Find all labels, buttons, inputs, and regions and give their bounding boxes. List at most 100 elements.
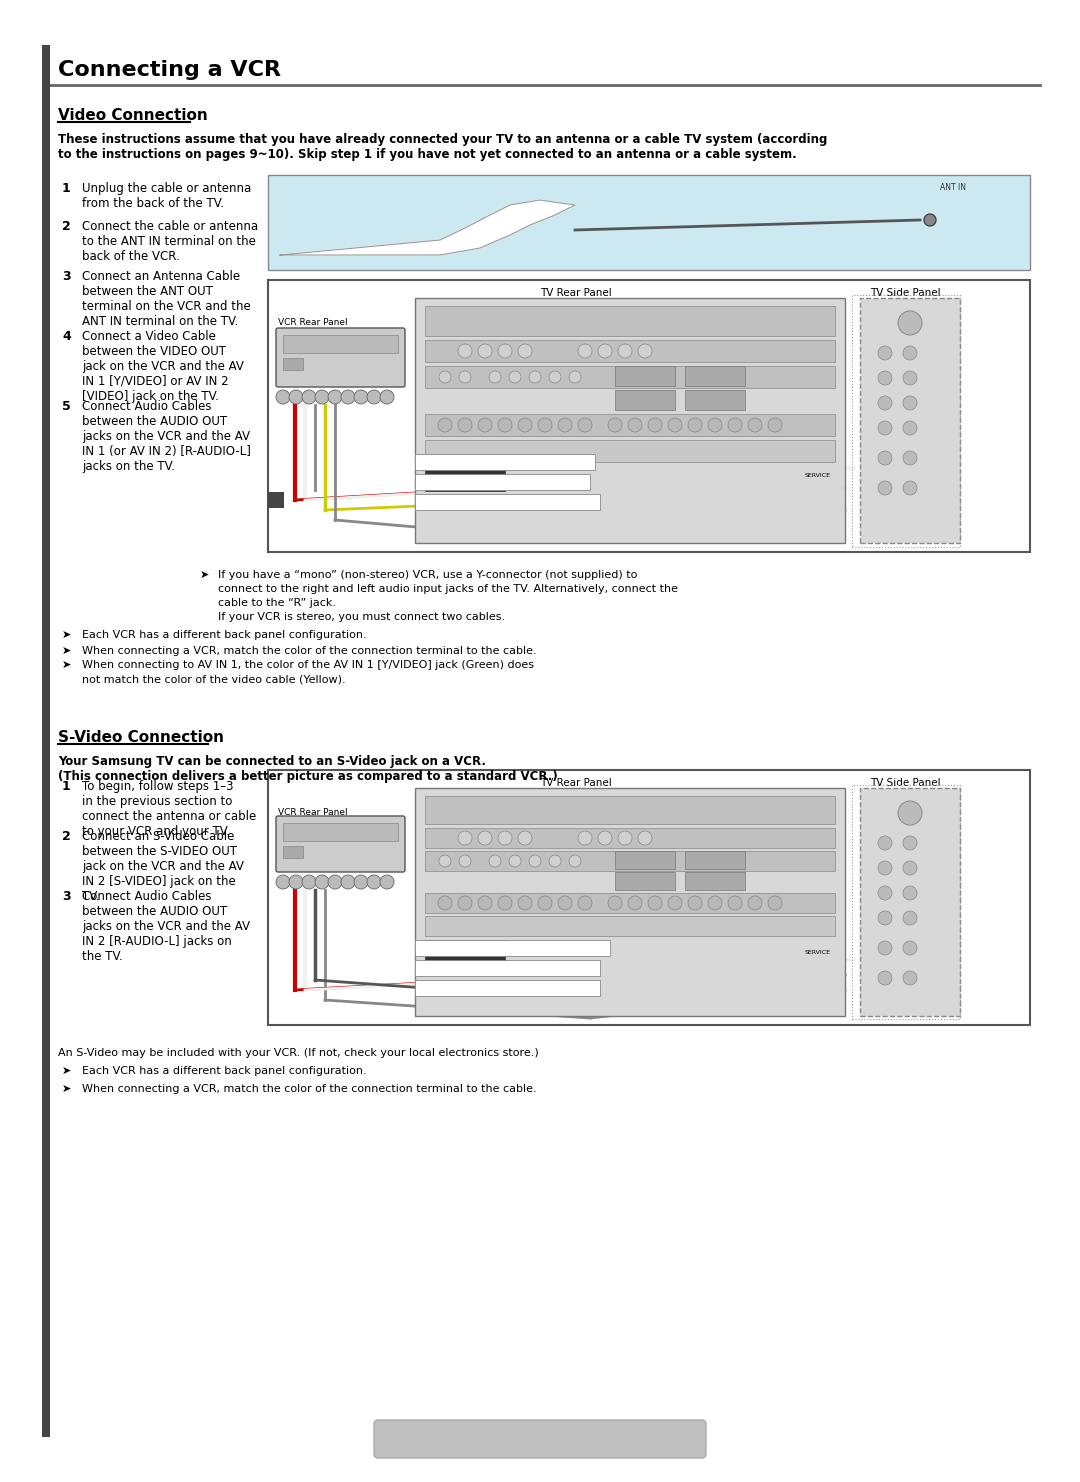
Bar (283, 846, 303, 858)
Circle shape (518, 418, 532, 431)
Circle shape (669, 418, 681, 431)
Circle shape (688, 418, 702, 431)
Circle shape (438, 418, 453, 431)
Circle shape (903, 886, 917, 900)
Bar (426, 828, 835, 848)
Text: Video Connection: Video Connection (58, 108, 207, 123)
Bar (426, 339, 835, 362)
Circle shape (529, 370, 541, 382)
Bar (615, 871, 675, 891)
Circle shape (315, 390, 329, 405)
Circle shape (627, 897, 642, 910)
Circle shape (289, 390, 303, 405)
Circle shape (878, 836, 892, 851)
Text: When connecting to AV IN 1, the color of the AV IN 1 [Y/VIDEO] jack (Green) does: When connecting to AV IN 1, the color of… (82, 659, 534, 670)
FancyBboxPatch shape (374, 1420, 706, 1458)
Text: These instructions assume that you have already connected your TV to an antenna : These instructions assume that you have … (58, 133, 827, 162)
Bar (283, 359, 303, 370)
Circle shape (367, 874, 381, 889)
Circle shape (489, 855, 501, 867)
Circle shape (569, 855, 581, 867)
Circle shape (878, 396, 892, 411)
Bar (268, 771, 1030, 1026)
Bar (426, 440, 835, 462)
Text: Unplug the cable or antenna
from the back of the TV.: Unplug the cable or antenna from the bac… (82, 182, 252, 210)
Text: TV Side Panel: TV Side Panel (870, 778, 941, 788)
Bar (415, 788, 845, 1017)
Bar (283, 335, 399, 353)
Circle shape (341, 874, 355, 889)
Circle shape (878, 345, 892, 360)
Text: TV Rear Panel: TV Rear Panel (540, 778, 611, 788)
Text: ➤: ➤ (200, 571, 210, 579)
Circle shape (529, 855, 541, 867)
Text: 5: 5 (62, 400, 71, 413)
Circle shape (878, 886, 892, 900)
Bar (415, 940, 610, 956)
Bar (426, 894, 835, 913)
Circle shape (618, 344, 632, 359)
Text: ANT IN: ANT IN (940, 182, 966, 193)
Circle shape (538, 897, 552, 910)
Bar (426, 940, 505, 962)
Circle shape (878, 911, 892, 925)
Circle shape (498, 897, 512, 910)
Text: Connect Audio Cables
between the AUDIO OUT
jacks on the VCR and the AV
IN 2 [R-A: Connect Audio Cables between the AUDIO O… (82, 891, 249, 963)
Bar (283, 823, 399, 840)
Text: 4  Video Cable(Not supplied): 4 Video Cable(Not supplied) (420, 476, 541, 485)
Circle shape (728, 897, 742, 910)
Text: 2: 2 (62, 219, 71, 233)
Circle shape (354, 390, 368, 405)
Bar (860, 788, 960, 1017)
Circle shape (748, 418, 762, 431)
Text: Your Samsung TV can be connected to an S-Video jack on a VCR.
(This connection d: Your Samsung TV can be connected to an S… (58, 754, 557, 782)
Text: connect to the right and left audio input jacks of the TV. Alternatively, connec: connect to the right and left audio inpu… (218, 584, 678, 594)
Bar (415, 298, 845, 542)
Text: PC IN: PC IN (621, 308, 639, 314)
Circle shape (478, 897, 492, 910)
Text: TV Rear Panel: TV Rear Panel (540, 288, 611, 298)
Text: 1  Antenna cable(Not supplied): 1 Antenna cable(Not supplied) (420, 941, 551, 950)
Text: An S-Video may be included with your VCR. (If not, check your local electronics : An S-Video may be included with your VCR… (58, 1048, 539, 1058)
Circle shape (518, 344, 532, 359)
Bar (415, 960, 600, 977)
Circle shape (438, 855, 451, 867)
Circle shape (518, 831, 532, 845)
Circle shape (328, 390, 342, 405)
Circle shape (897, 800, 922, 825)
Text: COMPONENT IN: COMPONENT IN (585, 928, 635, 934)
Text: AV: AV (429, 468, 437, 473)
Text: VCR Rear Panel: VCR Rear Panel (278, 808, 348, 817)
Circle shape (708, 897, 723, 910)
Circle shape (438, 897, 453, 910)
Text: TV Side Panel: TV Side Panel (870, 288, 941, 298)
Circle shape (367, 390, 381, 405)
Bar (268, 280, 1030, 551)
Circle shape (878, 971, 892, 986)
Bar (685, 366, 745, 385)
Circle shape (638, 344, 652, 359)
Circle shape (903, 421, 917, 436)
Circle shape (903, 941, 917, 954)
Circle shape (341, 390, 355, 405)
Circle shape (578, 344, 592, 359)
Text: When connecting a VCR, match the color of the connection terminal to the cable.: When connecting a VCR, match the color o… (82, 646, 537, 657)
Bar (860, 298, 960, 542)
Circle shape (276, 390, 291, 405)
Circle shape (518, 897, 532, 910)
Text: 2  S-Video Cable(Not supplied): 2 S-Video Cable(Not supplied) (420, 981, 549, 990)
Circle shape (549, 370, 561, 382)
Text: 2: 2 (62, 830, 71, 843)
Bar (42, 44, 50, 1438)
Circle shape (608, 897, 622, 910)
Circle shape (459, 855, 471, 867)
Circle shape (903, 451, 917, 465)
Text: ➤: ➤ (62, 659, 71, 670)
Circle shape (903, 370, 917, 385)
Bar (852, 785, 960, 1020)
Text: AUDIO: AUDIO (433, 342, 454, 347)
Circle shape (903, 396, 917, 411)
Circle shape (498, 831, 512, 845)
Circle shape (328, 874, 342, 889)
Bar (426, 851, 835, 871)
